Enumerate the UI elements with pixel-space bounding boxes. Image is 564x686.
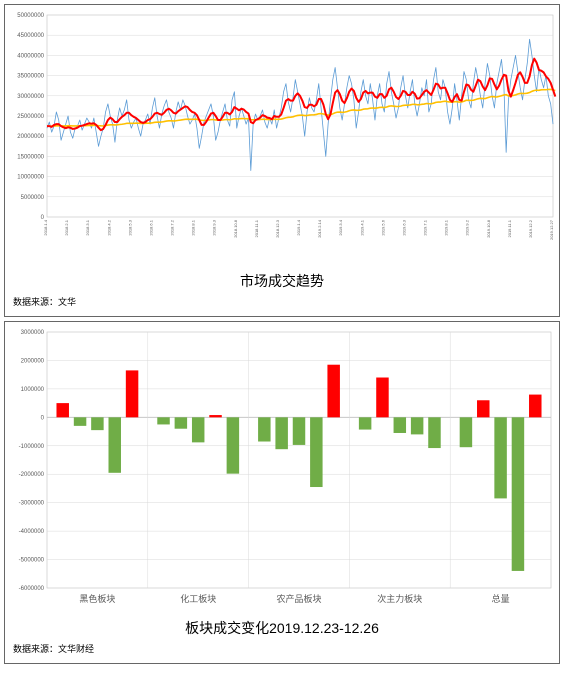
svg-text:化工板块: 化工板块 [180, 593, 216, 604]
svg-text:2019.10.8: 2019.10.8 [486, 219, 491, 238]
svg-text:次主力板块: 次主力板块 [377, 593, 422, 604]
bar-chart-svg: -6000000 -5000000 -4000000 -3000000 -2000000… [5, 322, 561, 612]
svg-text:2019.6.3: 2019.6.3 [401, 219, 406, 235]
chart1-source: 数据来源：文华 [5, 293, 559, 316]
svg-text:2018.6.1: 2018.6.1 [148, 219, 153, 235]
svg-text:10000000: 10000000 [17, 175, 44, 181]
svg-text:2019.4.1: 2019.4.1 [359, 219, 364, 235]
svg-text:25000000: 25000000 [17, 114, 44, 120]
svg-text:3000000: 3000000 [21, 330, 45, 336]
svg-text:1000000: 1000000 [21, 387, 45, 393]
svg-text:50000000: 50000000 [17, 13, 44, 19]
svg-text:2019.11.1: 2019.11.1 [507, 219, 512, 237]
svg-text:-6000000: -6000000 [19, 586, 45, 592]
svg-text:0: 0 [41, 415, 45, 421]
svg-text:30000000: 30000000 [17, 94, 44, 100]
svg-text:15000000: 15000000 [17, 154, 44, 160]
svg-text:2019.12.27: 2019.12.27 [549, 219, 554, 240]
svg-text:2018.2.1: 2018.2.1 [64, 219, 69, 235]
svg-text:2019.5.6: 2019.5.6 [380, 219, 385, 235]
svg-text:总量: 总量 [492, 593, 510, 604]
svg-text:黑色板块: 黑色板块 [79, 593, 115, 604]
svg-text:20000000: 20000000 [17, 134, 44, 140]
chart1-title: 市场成交趋势 [5, 265, 559, 293]
line-chart-svg: 0500000010000000150000002000000025000000… [5, 5, 561, 265]
svg-text:2019.9.2: 2019.9.2 [465, 219, 470, 235]
svg-text:-4000000: -4000000 [19, 529, 45, 535]
svg-text:2018.10.8: 2018.10.8 [233, 219, 238, 238]
svg-text:2019.12.2: 2019.12.2 [528, 219, 533, 238]
svg-text:-3000000: -3000000 [19, 501, 45, 507]
svg-text:-1000000: -1000000 [19, 444, 45, 450]
line-chart-area: 0500000010000000150000002000000025000000… [5, 5, 559, 265]
svg-text:2019.8.1: 2019.8.1 [444, 219, 449, 235]
svg-text:-5000000: -5000000 [19, 558, 45, 564]
svg-text:2018.5.3: 2018.5.3 [127, 219, 132, 235]
svg-text:农产品板块: 农产品板块 [276, 593, 321, 604]
svg-text:2018.11.1: 2018.11.1 [254, 219, 259, 237]
bar-chart-area: -6000000 -5000000 -4000000 -3000000 -2000000… [5, 322, 559, 612]
svg-text:2018.8.1: 2018.8.1 [191, 219, 196, 235]
svg-text:5000000: 5000000 [21, 195, 45, 201]
panel-sector-change: -6000000 -5000000 -4000000 -3000000 -2000000… [4, 321, 560, 664]
svg-text:2019.2.14: 2019.2.14 [317, 219, 322, 238]
svg-text:2018.12.3: 2018.12.3 [275, 219, 280, 238]
svg-text:2018.1.4: 2018.1.4 [43, 219, 48, 235]
svg-text:-2000000: -2000000 [19, 472, 45, 478]
svg-text:2019.3.4: 2019.3.4 [338, 219, 343, 235]
svg-text:35000000: 35000000 [17, 74, 44, 80]
svg-text:40000000: 40000000 [17, 53, 44, 59]
svg-text:45000000: 45000000 [17, 33, 44, 39]
svg-text:2018.3.1: 2018.3.1 [85, 219, 90, 235]
svg-text:2019.1.4: 2019.1.4 [296, 219, 301, 235]
panel-market-trend: 0500000010000000150000002000000025000000… [4, 4, 560, 317]
svg-text:2018.9.3: 2018.9.3 [212, 219, 217, 235]
svg-text:2019.7.1: 2019.7.1 [423, 219, 428, 235]
svg-text:2018.4.2: 2018.4.2 [106, 219, 111, 235]
chart2-source: 数据来源：文华财经 [5, 640, 559, 663]
svg-text:2018.7.2: 2018.7.2 [170, 219, 175, 235]
chart2-title: 板块成交变化2019.12.23-12.26 [5, 612, 559, 640]
svg-text:2000000: 2000000 [21, 358, 45, 364]
